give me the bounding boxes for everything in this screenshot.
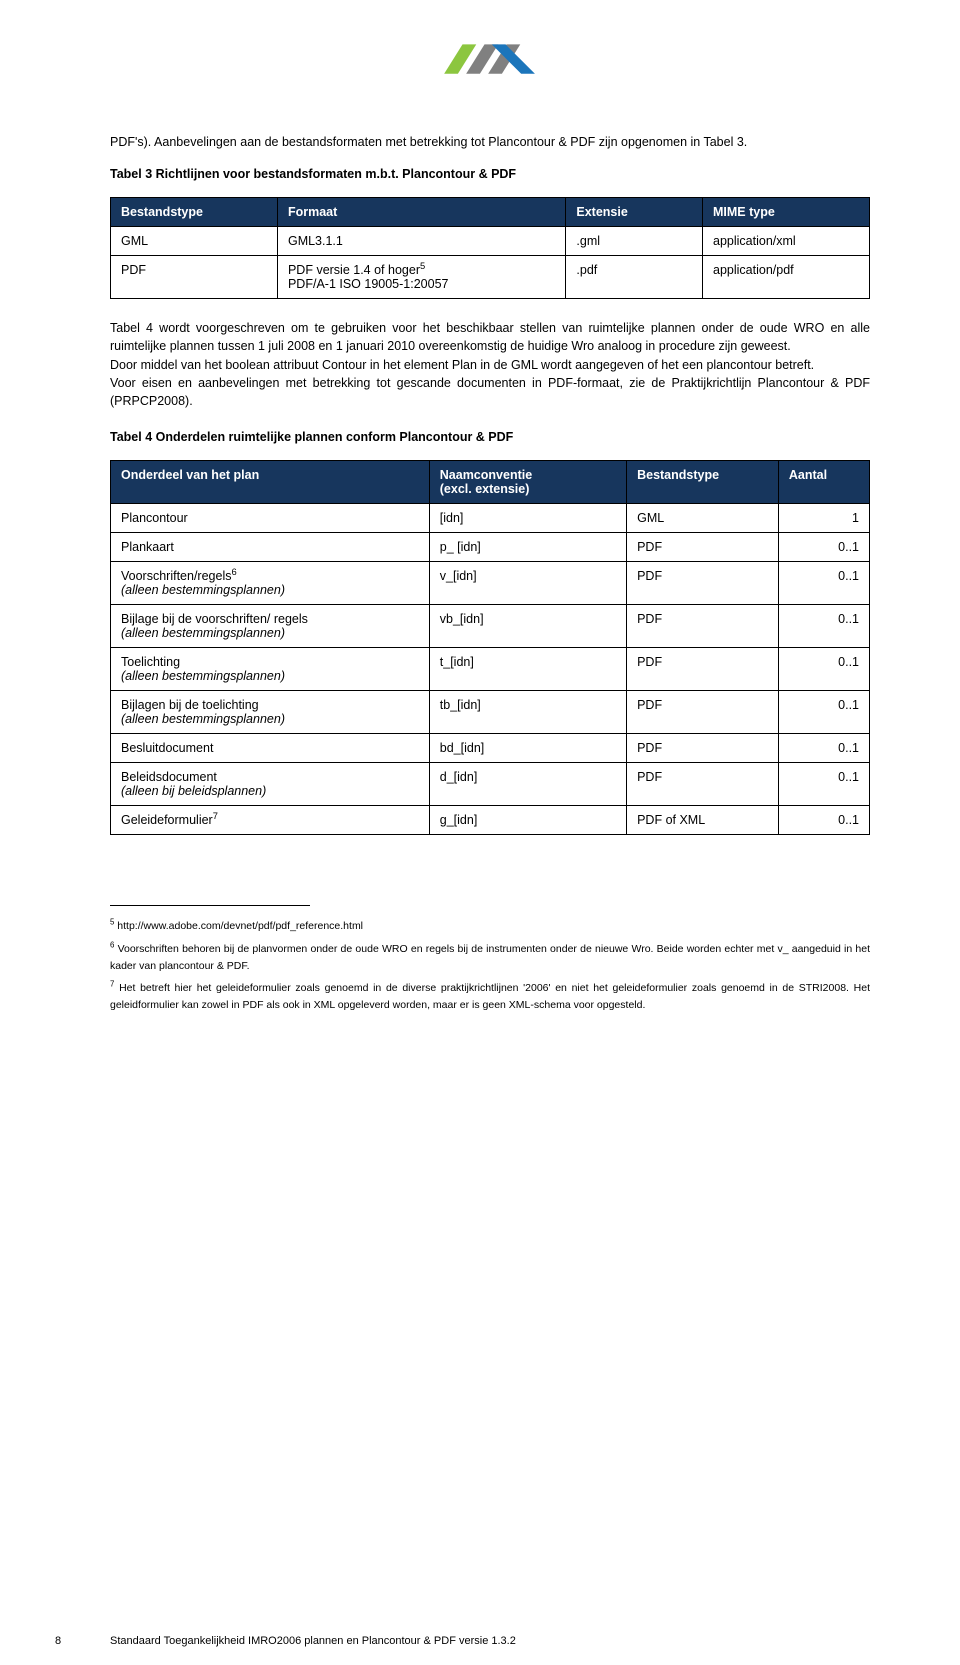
table-row: Voorschriften/regels6(alleen bestemmings… bbox=[111, 562, 870, 605]
table-cell: Plankaart bbox=[111, 533, 430, 562]
table4-caption: Tabel 4 Onderdelen ruimtelijke plannen c… bbox=[110, 428, 870, 446]
table4-header: Naamconventie(excl. extensie) bbox=[429, 461, 626, 504]
table-cell: GML bbox=[111, 227, 278, 256]
table-cell: Besluitdocument bbox=[111, 734, 430, 763]
table-cell: PDF bbox=[627, 605, 779, 648]
table-cell: bd_[idn] bbox=[429, 734, 626, 763]
table-cell: application/pdf bbox=[703, 256, 870, 299]
table-cell: Bijlage bij de voorschriften/ regels(all… bbox=[111, 605, 430, 648]
table-cell: PDF bbox=[627, 533, 779, 562]
table-cell: [idn] bbox=[429, 504, 626, 533]
table-row: Bijlage bij de voorschriften/ regels(all… bbox=[111, 605, 870, 648]
table-cell: GML bbox=[627, 504, 779, 533]
table-cell: d_[idn] bbox=[429, 763, 626, 806]
table-row: GMLGML3.1.1.gmlapplication/xml bbox=[111, 227, 870, 256]
footnote: 7 Het betreft hier het geleideformulier … bbox=[110, 980, 870, 1014]
table-cell: vb_[idn] bbox=[429, 605, 626, 648]
table-cell: p_ [idn] bbox=[429, 533, 626, 562]
table-row: Beleidsdocument(alleen bij beleidsplanne… bbox=[111, 763, 870, 806]
table-cell: PDF bbox=[627, 691, 779, 734]
footer-text: Standaard Toegankelijkheid IMRO2006 plan… bbox=[110, 1635, 516, 1647]
page-number: 8 bbox=[55, 1635, 61, 1647]
para2a: Tabel 4 wordt voorgeschreven om te gebru… bbox=[110, 321, 870, 353]
table-row: Geleideformulier7g_[idn]PDF of XML0..1 bbox=[111, 806, 870, 835]
table-cell: 0..1 bbox=[778, 533, 869, 562]
table-cell: Toelichting(alleen bestemmingsplannen) bbox=[111, 648, 430, 691]
para2b: Door middel van het boolean attribuut Co… bbox=[110, 358, 814, 372]
table-cell: Bijlagen bij de toelichting(alleen beste… bbox=[111, 691, 430, 734]
table-cell: GML3.1.1 bbox=[277, 227, 565, 256]
table3: BestandstypeFormaatExtensieMIME type GML… bbox=[110, 197, 870, 299]
paragraph-intro: PDF's). Aanbevelingen aan de bestandsfor… bbox=[110, 133, 870, 151]
table-cell: PDF versie 1.4 of hoger5PDF/A-1 ISO 1900… bbox=[277, 256, 565, 299]
table-cell: PDF bbox=[627, 734, 779, 763]
para2c: Voor eisen en aanbevelingen met betrekki… bbox=[110, 376, 870, 408]
table-cell: tb_[idn] bbox=[429, 691, 626, 734]
table-cell: Beleidsdocument(alleen bij beleidsplanne… bbox=[111, 763, 430, 806]
table-row: Bijlagen bij de toelichting(alleen beste… bbox=[111, 691, 870, 734]
table-cell: PDF bbox=[627, 763, 779, 806]
table-cell: 1 bbox=[778, 504, 869, 533]
footnote: 6 Voorschriften behoren bij de planvorme… bbox=[110, 941, 870, 975]
table3-caption: Tabel 3 Richtlijnen voor bestandsformate… bbox=[110, 165, 870, 183]
table-cell: PDF bbox=[627, 562, 779, 605]
table-cell: PDF bbox=[111, 256, 278, 299]
footnote-separator bbox=[110, 905, 310, 906]
table-cell: 0..1 bbox=[778, 806, 869, 835]
table4: Onderdeel van het planNaamconventie(excl… bbox=[110, 460, 870, 835]
table-cell: Plancontour bbox=[111, 504, 430, 533]
table3-header: Bestandstype bbox=[111, 198, 278, 227]
table-row: Besluitdocumentbd_[idn]PDF0..1 bbox=[111, 734, 870, 763]
table3-header: Extensie bbox=[566, 198, 703, 227]
table-row: Toelichting(alleen bestemmingsplannen) t… bbox=[111, 648, 870, 691]
table4-header: Onderdeel van het plan bbox=[111, 461, 430, 504]
table-cell: 0..1 bbox=[778, 763, 869, 806]
table-row: Plancontour [idn]GML1 bbox=[111, 504, 870, 533]
table3-header: Formaat bbox=[277, 198, 565, 227]
table3-header: MIME type bbox=[703, 198, 870, 227]
table-cell: t_[idn] bbox=[429, 648, 626, 691]
table-row: Plankaartp_ [idn]PDF0..1 bbox=[111, 533, 870, 562]
table-cell: .pdf bbox=[566, 256, 703, 299]
table-cell: PDF bbox=[627, 648, 779, 691]
table-cell: 0..1 bbox=[778, 691, 869, 734]
footnotes: 5 http://www.adobe.com/devnet/pdf/pdf_re… bbox=[110, 918, 870, 1014]
table4-header: Bestandstype bbox=[627, 461, 779, 504]
table-cell: 0..1 bbox=[778, 734, 869, 763]
table-cell: 0..1 bbox=[778, 605, 869, 648]
table-row: PDFPDF versie 1.4 of hoger5PDF/A-1 ISO 1… bbox=[111, 256, 870, 299]
table-cell: 0..1 bbox=[778, 562, 869, 605]
table4-header: Aantal bbox=[778, 461, 869, 504]
paragraph-2: Tabel 4 wordt voorgeschreven om te gebru… bbox=[110, 319, 870, 410]
table-cell: Geleideformulier7 bbox=[111, 806, 430, 835]
table-cell: .gml bbox=[566, 227, 703, 256]
footnote: 5 http://www.adobe.com/devnet/pdf/pdf_re… bbox=[110, 918, 870, 935]
table-cell: 0..1 bbox=[778, 648, 869, 691]
table-cell: application/xml bbox=[703, 227, 870, 256]
header-logo bbox=[110, 30, 870, 93]
table-cell: g_[idn] bbox=[429, 806, 626, 835]
table-cell: Voorschriften/regels6(alleen bestemmings… bbox=[111, 562, 430, 605]
table-cell: v_[idn] bbox=[429, 562, 626, 605]
table-cell: PDF of XML bbox=[627, 806, 779, 835]
